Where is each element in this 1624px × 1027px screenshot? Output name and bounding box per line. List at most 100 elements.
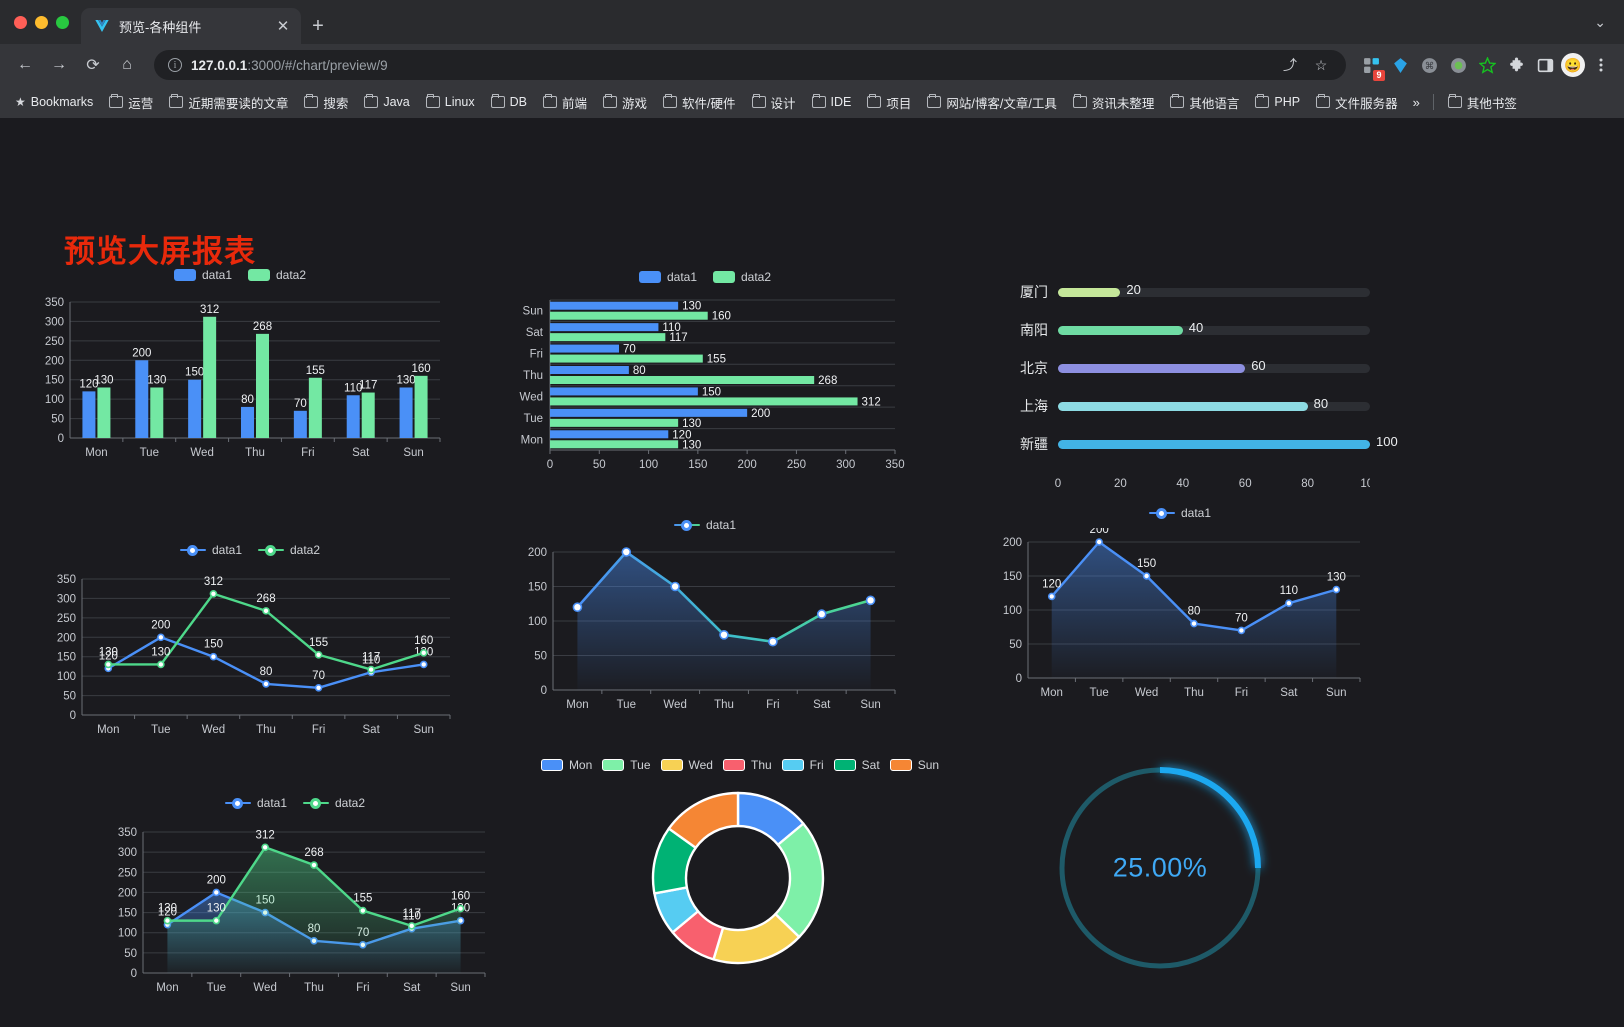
window-controls[interactable] (12, 0, 81, 44)
extension-grid-icon[interactable]: 9 (1358, 52, 1385, 81)
avatar[interactable]: 😀 (1561, 53, 1585, 77)
bookmark-star-icon[interactable]: ☆ (1314, 56, 1328, 73)
bookmark-folder[interactable]: Java (357, 92, 416, 112)
progress-label: 南阳 (1020, 323, 1048, 339)
star-outline-icon[interactable] (1474, 52, 1500, 78)
bookmark-folder[interactable]: 近期需要读的文章 (162, 90, 295, 115)
puzzle-icon[interactable] (1503, 52, 1529, 78)
data-value-label: 80 (260, 666, 273, 678)
legend-label: data1 (666, 270, 697, 284)
bookmark-folder[interactable]: Linux (419, 92, 482, 112)
diamond-icon[interactable] (1387, 52, 1413, 78)
chevron-down-icon[interactable]: ⌄ (1594, 13, 1606, 30)
chart-panel-donut[interactable]: Mon Tue Wed Thu Fri Sat Sun (540, 758, 940, 1008)
chart-panel-bar-vertical[interactable]: data1 data2 0 50 100 150 200 250 300 350 Mon 120 1… (30, 268, 450, 488)
legend-donut[interactable]: Mon Tue Wed Thu Fri Sat Sun (540, 758, 940, 772)
axis-tick-label: 100 (1003, 605, 1022, 617)
chart-panel-area-two[interactable]: data1 data2 0 50 100 150 200 250 300 350 Mon Tue W… (95, 796, 495, 1016)
legend-bar-horizontal[interactable]: data1 data2 (505, 270, 905, 284)
bookmarks-root[interactable]: ★ Bookmarks (8, 92, 100, 112)
bookmark-folder[interactable]: 前端 (536, 90, 594, 115)
progress-row[interactable]: 新疆 100 (1000, 425, 1398, 463)
new-tab-button[interactable]: + (312, 14, 324, 37)
chart-panel-area-single[interactable]: data1 0 50 100 150 200 Mon Tue Wed Thu Fri Sat Sun 1… (980, 506, 1380, 721)
browser-tab[interactable]: 预览-各种组件 ✕ (81, 8, 301, 44)
close-window-button[interactable] (14, 15, 27, 29)
command-circle-icon[interactable]: ⌘ (1416, 52, 1442, 78)
chart-panel-progress[interactable]: 厦门 20 南阳 40 北京 60 上海 80 新疆 100 0 20 40 60 80 100 (1000, 273, 1398, 503)
legend-item[interactable]: Sun (889, 758, 939, 772)
maximize-window-button[interactable] (56, 15, 69, 29)
legend-area-two[interactable]: data1 data2 (95, 796, 495, 810)
bookmarks-overflow-button[interactable]: » (1412, 94, 1420, 110)
bookmark-folder[interactable]: 软件/硬件 (656, 90, 742, 115)
legend-item[interactable]: data1 (638, 270, 697, 284)
legend-item[interactable]: Sat (833, 758, 880, 772)
minimize-window-button[interactable] (35, 15, 48, 29)
url-text: 127.0.0.1:3000/#/chart/preview/9 (191, 58, 388, 73)
kebab-menu-icon[interactable] (1588, 52, 1614, 78)
address-bar[interactable]: i 127.0.0.1:3000/#/chart/preview/9 ⤴ ☆ (154, 50, 1346, 80)
home-button[interactable]: ⌂ (122, 56, 132, 73)
legend-item[interactable]: data1 (179, 543, 242, 557)
progress-row[interactable]: 北京 60 (1000, 349, 1370, 387)
bookmark-folder[interactable]: DB (484, 92, 534, 112)
reload-button[interactable]: ⟳ (86, 57, 100, 74)
axis-tick-label: Mon (566, 699, 588, 711)
legend-line-two[interactable]: data1 data2 (40, 543, 460, 557)
progress-value: 20 (1126, 281, 1141, 297)
bookmark-folder[interactable]: 设计 (745, 90, 803, 115)
bar (293, 410, 307, 438)
green-dot-icon[interactable] (1445, 52, 1471, 78)
legend-item[interactable]: Tue (602, 758, 651, 772)
legend-item[interactable]: data1 (1148, 506, 1211, 520)
data-value-label: 130 (99, 646, 118, 658)
bookmark-folder[interactable]: IDE (805, 92, 859, 112)
axis-tick-label: Thu (245, 447, 265, 459)
progress-row[interactable]: 上海 80 (1000, 387, 1370, 425)
progress-row[interactable]: 厦门 20 (1000, 273, 1370, 311)
axis-tick-label: Wed (663, 699, 686, 711)
chart-panel-bar-horizontal[interactable]: data1 data2 0 50 100 150 200 250 300 350 Sun 130 1… (505, 270, 905, 490)
data-point (262, 680, 270, 688)
data-value-label: 155 (306, 365, 325, 377)
forward-button[interactable]: → (51, 56, 67, 73)
bookmark-folder[interactable]: 运营 (102, 90, 160, 115)
chart-panel-gauge[interactable]: 25.00% (1035, 743, 1285, 993)
bookmark-folder[interactable]: 游戏 (596, 90, 654, 115)
back-button[interactable]: ← (17, 56, 33, 73)
close-tab-button[interactable]: ✕ (276, 18, 290, 35)
legend-area-single[interactable]: data1 (980, 506, 1380, 520)
legend-item[interactable]: data2 (713, 270, 771, 284)
legend-item[interactable]: data2 (303, 796, 365, 810)
bookmark-folder[interactable]: 网站/博客/文章/工具 (920, 90, 1063, 115)
bookmark-folder[interactable]: 其他语言 (1163, 90, 1246, 115)
legend-item[interactable]: Fri (781, 758, 824, 772)
folder-icon (1447, 93, 1462, 108)
chart-panel-line-smooth[interactable]: data1 0 50 100 150 200 Mon Tue Wed Thu Fri Sat Sun (505, 518, 905, 733)
bookmark-folder[interactable]: 资讯未整理 (1066, 90, 1162, 115)
legend-item[interactable]: data1 (224, 796, 287, 810)
progress-row[interactable]: 南阳 40 (1000, 311, 1370, 349)
data-point (212, 888, 221, 897)
chart-panel-line-two[interactable]: data1 data2 0 50 100 150 200 250 300 350 Mon Tue W… (40, 543, 460, 758)
progress-label: 北京 (1020, 361, 1048, 377)
legend-item[interactable]: Thu (722, 758, 772, 772)
legend-bar-vertical[interactable]: data1 data2 (30, 268, 450, 282)
legend-item[interactable]: data1 (173, 268, 232, 282)
bookmark-folder[interactable]: PHP (1248, 92, 1307, 112)
legend-item[interactable]: data1 (673, 518, 736, 532)
sidepanel-icon[interactable] (1532, 52, 1558, 78)
legend-item[interactable]: Mon (540, 758, 592, 772)
bookmark-folder[interactable]: 项目 (860, 90, 918, 115)
legend-item[interactable]: Wed (660, 758, 713, 772)
bookmark-folder[interactable]: 文件服务器 (1309, 90, 1405, 115)
legend-label: data2 (276, 268, 307, 282)
legend-item[interactable]: data2 (258, 543, 320, 557)
site-info-icon[interactable]: i (168, 58, 182, 72)
bookmark-folder[interactable]: 搜索 (297, 90, 355, 115)
legend-item[interactable]: data2 (248, 268, 306, 282)
legend-line-smooth[interactable]: data1 (505, 518, 905, 532)
share-icon[interactable]: ⤴ (1283, 57, 1297, 73)
other-bookmarks-folder[interactable]: 其他书签 (1441, 90, 1524, 115)
